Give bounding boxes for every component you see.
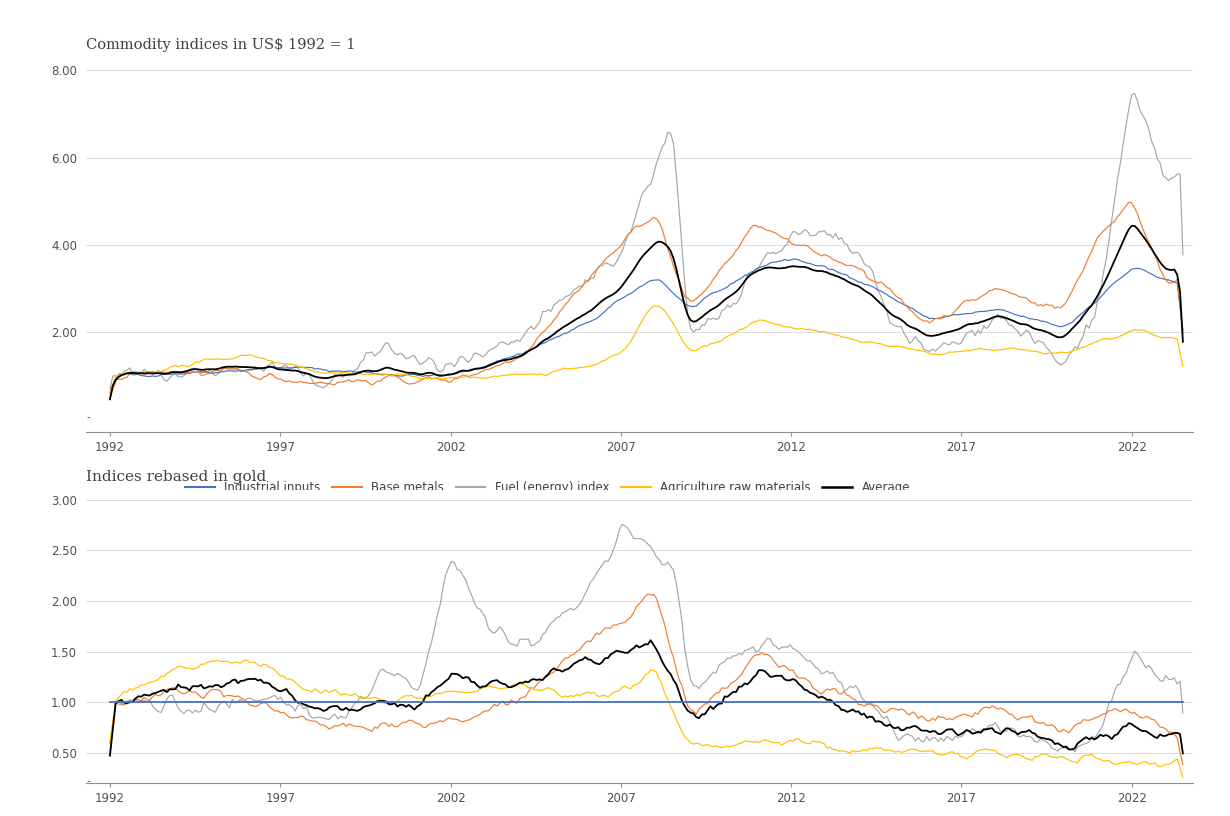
Text: Commodity indices in US$ 1992 = 1: Commodity indices in US$ 1992 = 1 bbox=[86, 38, 355, 51]
Text: -: - bbox=[86, 412, 90, 422]
Text: Indices rebased in gold: Indices rebased in gold bbox=[86, 470, 267, 484]
Text: Source: IMF, Goldmoney: Source: IMF, Goldmoney bbox=[86, 496, 228, 506]
Legend: Industrial inputs, Base metals, Fuel (energy) index, Agriculture raw materials, : Industrial inputs, Base metals, Fuel (en… bbox=[181, 476, 915, 499]
Text: -: - bbox=[86, 776, 90, 787]
